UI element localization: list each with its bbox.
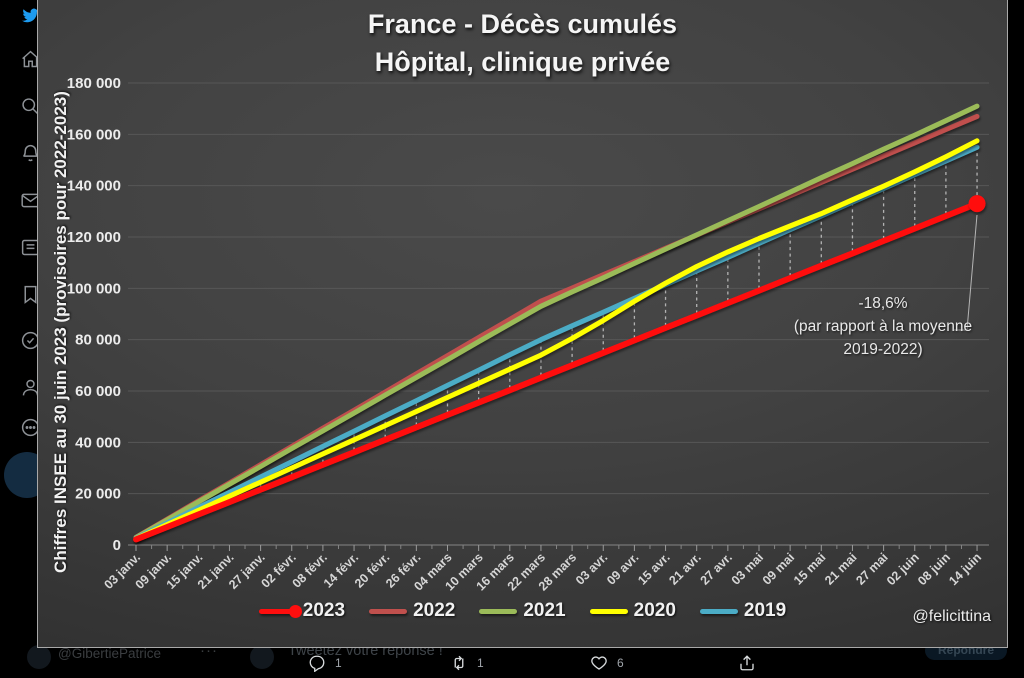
annotation-value: -18,6% — [858, 295, 908, 312]
legend-label-2022: 2022 — [413, 600, 456, 621]
twitter-sidebar — [0, 0, 50, 678]
tweet-photo-chart[interactable]: France - Décès cumulés Hôpital, clinique… — [37, 0, 1008, 648]
svg-text:140 000: 140 000 — [67, 178, 121, 195]
chart-plot: 0 20 000 40 000 60 000 80 000 100 000 120 000 1… — [67, 75, 989, 594]
svg-text:60 000: 60 000 — [75, 383, 121, 400]
annotation-text2: 2019-2022) — [843, 341, 923, 358]
svg-text:20 000: 20 000 — [75, 486, 121, 503]
legend-label-2021: 2021 — [523, 600, 566, 621]
bookmarks-icon[interactable] — [20, 284, 41, 305]
retweet-icon — [454, 655, 464, 671]
heart-icon — [591, 656, 607, 670]
annotation-text1: (par rapport à la moyenne — [793, 318, 973, 335]
legend-label-2023: 2023 — [302, 600, 346, 621]
svg-text:15 mai: 15 mai — [791, 550, 828, 587]
retweet-action[interactable]: 1 — [450, 654, 484, 672]
watermark: @felicittina — [912, 608, 992, 625]
tweet-handle: @GibertiePatrice — [58, 646, 161, 661]
svg-text:120 000: 120 000 — [67, 229, 121, 246]
home-icon[interactable] — [20, 49, 41, 70]
chart-title: France - Décès cumulés Hôpital, clinique… — [38, 5, 1007, 81]
svg-text:08 juin: 08 juin — [915, 550, 953, 588]
gridlines — [128, 82, 989, 546]
legend-item-2020: 2020 — [589, 600, 676, 622]
reply-action[interactable]: 1 — [308, 654, 342, 672]
data-series — [133, 103, 986, 543]
legend-swatch-2023 — [258, 604, 302, 618]
annotation: -18,6% (par rapport à la moyenne 2019-20… — [783, 292, 983, 361]
legend-swatch-2021 — [479, 608, 518, 614]
like-action[interactable]: 6 — [590, 654, 624, 672]
svg-text:14 juin: 14 juin — [946, 550, 984, 588]
svg-text:09 avr.: 09 avr. — [604, 550, 641, 587]
svg-text:80 000: 80 000 — [75, 332, 121, 349]
legend-label-2019: 2019 — [743, 600, 787, 621]
legend-swatch-2022 — [369, 608, 408, 614]
svg-text:27 avr.: 27 avr. — [698, 550, 735, 587]
svg-text:0: 0 — [113, 537, 121, 554]
notifications-icon[interactable] — [20, 143, 41, 164]
legend-swatch-2019 — [699, 608, 738, 614]
svg-text:100 000: 100 000 — [67, 280, 121, 297]
retweet-count: 1 — [477, 656, 484, 670]
svg-text:21 avr.: 21 avr. — [666, 550, 703, 587]
svg-text:02 juin: 02 juin — [884, 550, 922, 588]
svg-text:27 mai: 27 mai — [853, 550, 890, 587]
avatar — [27, 645, 51, 669]
like-count: 6 — [617, 656, 624, 670]
legend-label-2020: 2020 — [633, 600, 676, 621]
legend: 2023 2022 2021 2020 2019 — [38, 600, 1007, 622]
svg-text:09 mai: 09 mai — [760, 550, 797, 587]
svg-text:03 mai: 03 mai — [729, 550, 766, 587]
legend-item-2021: 2021 — [479, 600, 566, 622]
profile-icon[interactable] — [20, 377, 41, 398]
svg-text:40 000: 40 000 — [75, 434, 121, 451]
legend-swatch-2020 — [589, 608, 628, 614]
reply-icon — [309, 655, 325, 672]
annotation-connector — [954, 214, 978, 331]
svg-text:180 000: 180 000 — [67, 75, 121, 92]
legend-marker-2023 — [288, 604, 302, 618]
twitter-bird-icon[interactable] — [20, 5, 41, 26]
avatar — [250, 645, 274, 669]
chart-title-line1: France - Décès cumulés — [367, 9, 678, 39]
svg-text:15 avr.: 15 avr. — [635, 550, 672, 587]
reply-count: 1 — [335, 656, 342, 670]
share-icon — [740, 655, 754, 671]
share-action[interactable] — [738, 654, 756, 672]
chart-title-line2: Hôpital, clinique privée — [374, 47, 671, 77]
legend-item-2023: 2023 — [258, 600, 346, 622]
svg-text:03 avr.: 03 avr. — [573, 550, 610, 587]
legend-item-2019: 2019 — [699, 600, 787, 622]
legend-item-2022: 2022 — [369, 600, 455, 622]
svg-text:21 mai: 21 mai — [822, 550, 859, 587]
svg-text:160 000: 160 000 — [67, 126, 121, 143]
